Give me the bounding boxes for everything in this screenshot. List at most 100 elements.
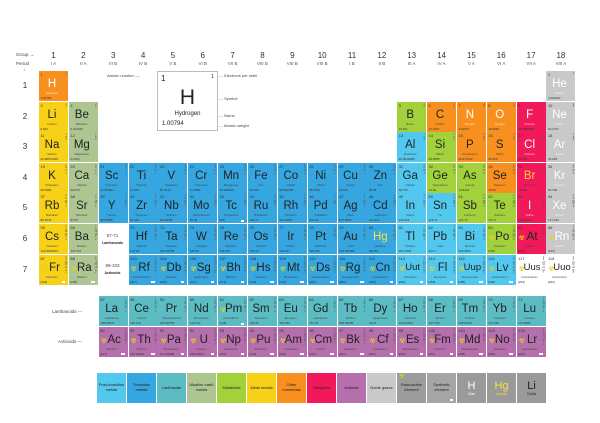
- synthetic-icon: [479, 353, 483, 355]
- electrons-per-shell: 2 8 18 13 1: [213, 194, 217, 208]
- element-Li: 3 Li Lithium 6.941 2 1: [39, 101, 68, 132]
- radioactive-icon: ☢: [488, 337, 496, 345]
- synthetic-icon: [240, 322, 245, 325]
- atomic-weight: [262]: [518, 351, 525, 356]
- atomic-weight: 112.411: [368, 218, 380, 223]
- element-symbol: Tc: [225, 200, 237, 213]
- atomic-weight: [271]: [189, 279, 197, 284]
- element-name: Potassium: [45, 182, 59, 187]
- synthetic-icon: [539, 353, 543, 355]
- legend-item: Hg Liquid: [487, 373, 516, 403]
- synthetic-icon: [91, 281, 95, 284]
- electrons-per-shell: 2 8 14 2: [273, 163, 277, 175]
- element-Mo: 42 Mo Molybdenum 95.96 2 8 18 13 1: [188, 193, 218, 224]
- element-Y: 39 Y Yttrium 88.90585 2 8 18 9 2: [98, 193, 128, 224]
- element-symbol: He: [552, 78, 567, 90]
- atomic-weight: 140.116: [130, 321, 141, 325]
- atomic-weight: [222]: [547, 249, 555, 253]
- synthetic-icon: [61, 281, 65, 284]
- element-symbol: Ga: [402, 169, 418, 182]
- electrons-per-shell: 2 2: [95, 102, 97, 109]
- element-symbol: Br: [523, 169, 536, 182]
- electrons-per-shell: 2 8 18 18 4: [452, 194, 456, 208]
- legend-item: Halogens: [307, 373, 336, 403]
- atomic-number: 18: [547, 133, 553, 139]
- radioactive-icon: ☢: [518, 265, 525, 273]
- element-name: Polonium: [493, 244, 506, 248]
- atomic-weight: 137.327: [70, 249, 82, 253]
- electrons-per-shell: 2 4: [453, 102, 455, 109]
- element-Ac: 89 Ac Actinium [227] 2 8 18 32 18 9 2 ☢: [98, 326, 128, 357]
- atomic-weight: 178.49: [130, 249, 140, 253]
- lanthanoids-placeholder-label: Lanthanoids: [102, 241, 123, 245]
- arrow-down-icon: ↓: [23, 67, 26, 73]
- period-number: 5: [22, 203, 28, 213]
- element-name: Ununoctium: [551, 274, 567, 279]
- element-name: Tantalum: [165, 244, 178, 248]
- element-name: Chromium: [194, 182, 208, 187]
- electrons-per-shell: 2 8 18 32 22 9 2: [243, 327, 247, 347]
- atomic-weight: 6.941: [40, 126, 49, 131]
- element-Nb: 41 Nb Niobium 92.90638 2 8 18 12 1: [158, 193, 188, 224]
- atomic-number: 68: [428, 297, 433, 302]
- electrons-per-shell: 2 1: [65, 102, 67, 109]
- element-name: Zirconium: [135, 213, 148, 218]
- element-Ag: 47 Ag Silver 107.8682 2 8 18 18 1: [337, 193, 367, 224]
- radioactive-icon: ☢: [130, 337, 137, 345]
- atomic-weight: 35.453: [518, 157, 528, 162]
- radioactive-icon: ☢: [548, 235, 555, 242]
- synthetic-icon: [419, 353, 424, 355]
- atomic-number: 107: [219, 255, 227, 261]
- electrons-per-shell: 2 8 18 32 10 2: [154, 225, 157, 241]
- atomic-weight: 140.90765: [159, 321, 175, 325]
- group-roman: I B: [349, 61, 355, 66]
- element-Cl: 17 Cl Chlorine 35.453 2 8 7: [516, 132, 546, 163]
- legend-item: Transition metals: [127, 373, 156, 403]
- element-Sn: 50 Sn Tin 118.71 2 8 18 18 4: [427, 193, 457, 224]
- element-name: Scandium: [105, 182, 118, 187]
- element-symbol: Ru: [253, 200, 269, 213]
- element-Bk: 97 Bk Berkelium [247] 2 8 18 32 27 8 2 ☢: [337, 326, 367, 357]
- name-callout: --- Name: [219, 113, 235, 118]
- atomic-weight: 32.065: [488, 157, 498, 162]
- element-Al: 13 Al Aluminium 26.9815386 2 8 3: [397, 132, 427, 163]
- electrons-per-shell: 2 8 8: [572, 133, 575, 142]
- element-name: Flerovium: [433, 274, 447, 279]
- electrons-label: Electrons per shell: [224, 73, 258, 78]
- element-name: Hassium: [255, 274, 267, 279]
- electrons-per-shell: 2 8 18 1: [363, 163, 366, 175]
- element-symbol: Uuo: [553, 261, 571, 273]
- atomic-number: 24: [189, 163, 195, 169]
- electrons-per-shell: 2 8 8 1: [65, 163, 67, 175]
- atomic-weight: 183.84: [189, 249, 199, 253]
- element-Te: 52 Te Tellurium 127.6 2 8 18 18 6: [486, 193, 516, 224]
- electrons-per-shell: 2 8 18 32 32 18 7: [542, 255, 545, 275]
- atomic-number: 52: [488, 194, 493, 200]
- electrons-per-shell: 2 8 6: [513, 133, 515, 142]
- element-name: Silicon: [435, 152, 445, 157]
- weight-callout: --- Atomic weight: [219, 123, 249, 128]
- atomic-weight: [226]: [70, 279, 78, 284]
- atomic-number: 16: [488, 133, 493, 139]
- element-name: Radium: [77, 274, 87, 279]
- element-Lr: 103 Lr Lawrencium [262] 2 8 18 32 32 8 3 ☢: [516, 326, 546, 357]
- element-name: Iron: [258, 182, 264, 187]
- electrons-per-shell: 2 8 11 2: [184, 163, 187, 175]
- element-Be: 4 Be Beryllium 9.012182 2 2: [68, 101, 98, 132]
- electrons-per-shell: 2 8 18 3: [422, 163, 426, 175]
- element-symbol: Gd: [312, 303, 329, 315]
- period-number: 7: [22, 264, 28, 274]
- legend-item: Post-transition metals: [97, 373, 126, 403]
- element-symbol: W: [195, 231, 207, 243]
- atomic-weight: [294]: [547, 279, 555, 284]
- synthetic-icon: [151, 281, 155, 284]
- atomic-weight: [267]: [130, 279, 137, 284]
- synthetic-icon: [300, 353, 304, 355]
- element-symbol: Lu: [523, 303, 536, 315]
- atomic-number: 55: [40, 225, 45, 230]
- group-roman: VIII B: [316, 61, 328, 66]
- element-name: Krypton: [554, 182, 565, 187]
- atomic-number: 112: [368, 255, 376, 261]
- atomic-number: 76: [249, 225, 254, 230]
- legend-label: Radioactive element: [401, 382, 422, 392]
